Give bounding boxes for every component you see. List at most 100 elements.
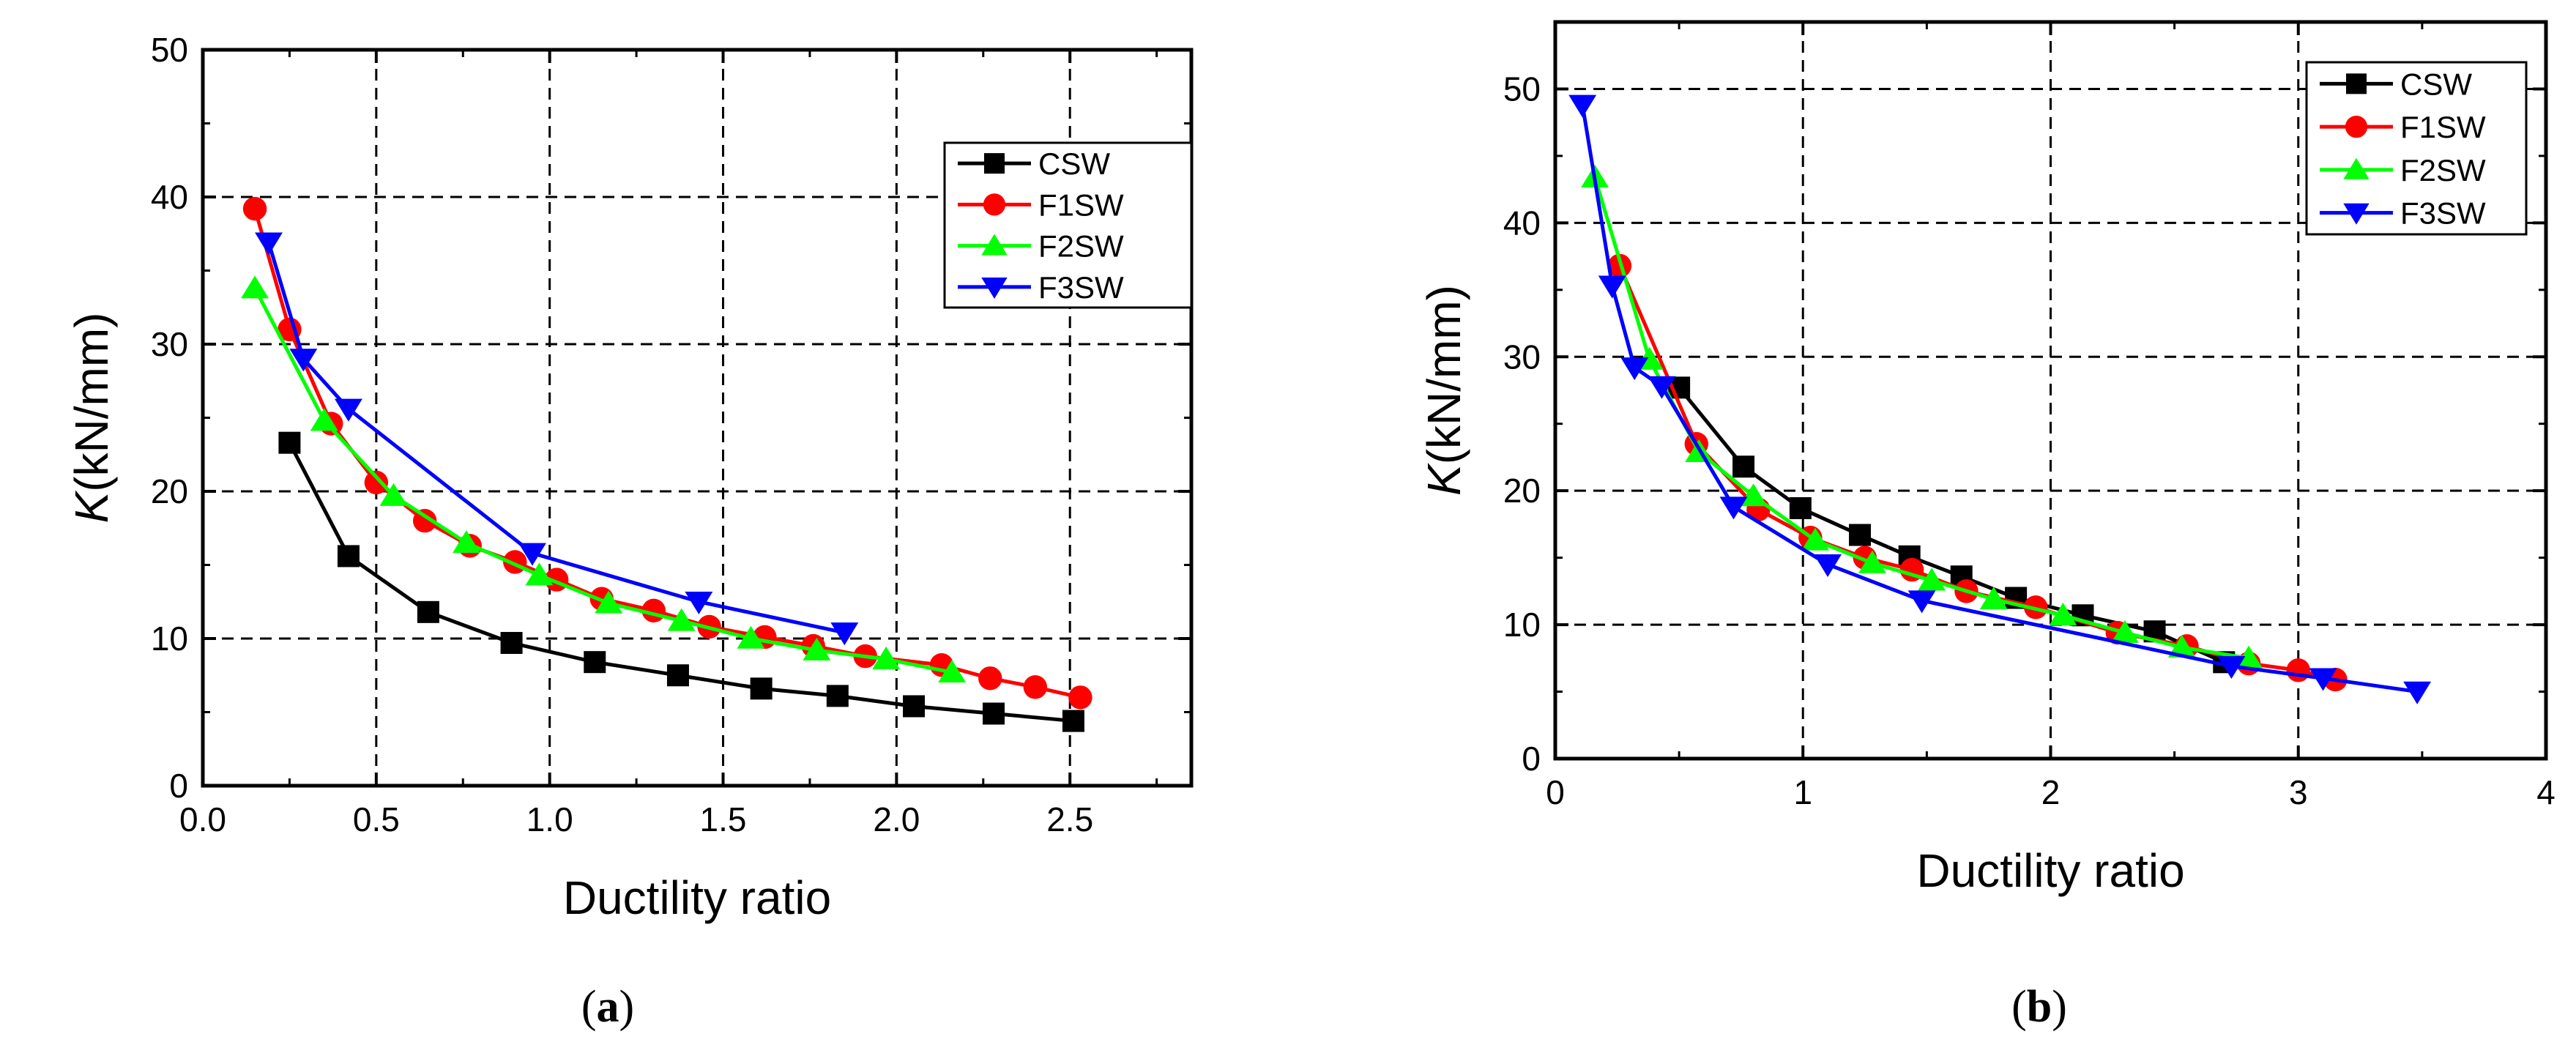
x-tick-label: 2.5 [1046, 800, 1093, 838]
data-point-F1SW [1023, 675, 1048, 699]
data-point-F2SW [595, 590, 623, 614]
legend: CSW F1SW F2SW F3SW [2305, 61, 2528, 236]
data-point-CSW [983, 702, 1005, 725]
data-point-F3SW [334, 398, 362, 422]
data-point-CSW [278, 431, 301, 454]
ticks: 0.0 0.5 1.0 1.5 2.0 2.5 0 10 20 30 40 50 [151, 31, 1191, 838]
x-tick-label: 1 [1793, 773, 1812, 811]
data-point-F2SW [872, 646, 901, 669]
legend-marker-F2SW [2343, 157, 2370, 179]
data-point-F2SW [938, 659, 967, 683]
data-point-CSW [750, 677, 773, 700]
y-tick-label: 20 [1503, 472, 1541, 510]
y-axis-title-unit: (kN/mm) [1418, 285, 1470, 464]
data-point-CSW [826, 685, 849, 707]
data-point-F1SW [978, 666, 1002, 691]
y-axis-title: K(kN/mm) [65, 313, 118, 524]
data-point-F2SW [241, 275, 269, 299]
x-tick-label: 2.0 [873, 800, 920, 838]
x-tick-label: 2 [2041, 773, 2061, 811]
data-point-CSW [1849, 524, 1872, 546]
panel-caption: (a) [581, 982, 634, 1032]
data-point-F2SW [525, 562, 554, 586]
caption-close: ) [2052, 982, 2067, 1032]
x-axis-title: Ductility ratio [563, 871, 831, 924]
data-point-F3SW [2403, 681, 2432, 704]
data-point-F2SW [1918, 567, 1946, 591]
data-point-F2SW [2235, 645, 2263, 669]
data-point-F2SW [667, 608, 696, 631]
data-point-F2SW [803, 637, 831, 660]
data-point-F1SW [1068, 685, 1092, 710]
caption-close: ) [619, 982, 635, 1032]
legend-box [2305, 61, 2528, 236]
data-point-F3SW [518, 543, 546, 566]
data-point-CSW [337, 545, 360, 567]
data-point-F2SW [2167, 634, 2196, 658]
legend-marker-F3SW [981, 277, 1008, 299]
data-point-F3SW [830, 622, 859, 646]
data-point-F2SW [379, 483, 408, 506]
data-point-F3SW [1620, 357, 1649, 381]
data-point-CSW [417, 600, 439, 623]
y-axis-title-unit: (kN/mm) [65, 313, 118, 492]
y-tick-label: 20 [151, 472, 188, 510]
legend-label-CSW: CSW [1038, 146, 1110, 181]
x-tick-label: 0.5 [353, 800, 400, 838]
data-point-F3SW [685, 591, 713, 614]
data-point-CSW [1062, 710, 1084, 732]
data-point-F3SW [1719, 496, 1748, 520]
legend-label-F1SW: F1SW [1038, 187, 1124, 222]
data-point-F3SW [1648, 376, 1676, 399]
legend-label-CSW: CSW [2400, 67, 2472, 101]
caption-open: ( [2011, 982, 2027, 1032]
data-point-CSW [666, 664, 689, 687]
data-point-F1SW [412, 509, 437, 533]
data-point-CSW [903, 695, 926, 718]
data-point-F2SW [310, 408, 338, 431]
x-tick-label: 1.0 [526, 800, 573, 838]
series-group [241, 196, 1092, 732]
y-tick-label: 0 [1522, 740, 1541, 778]
legend-marker-F2SW [981, 234, 1008, 256]
caption-letter: a [597, 982, 619, 1032]
y-tick-label: 50 [151, 31, 188, 69]
y-axis-title-symbol: K [1418, 462, 1470, 496]
data-point-F1SW [2286, 658, 2310, 682]
data-point-F3SW [289, 349, 318, 372]
series-line-F3SW [1580, 104, 2418, 694]
x-tick-label: 3 [2289, 773, 2308, 811]
legend-label-F2SW: F2SW [1038, 229, 1124, 264]
y-tick-label: 30 [1503, 338, 1541, 376]
caption-open: ( [581, 982, 597, 1032]
series-group [1568, 94, 2432, 704]
legend-label-F2SW: F2SW [2400, 153, 2486, 187]
data-point-F3SW [2217, 655, 2246, 680]
data-point-F3SW [1568, 94, 1597, 118]
y-tick-label: 10 [1503, 606, 1541, 644]
legend-marker-F3SW [2343, 203, 2370, 225]
legend-marker-CSW [984, 153, 1005, 174]
data-point-F3SW [1907, 590, 1936, 614]
data-point-F2SW [453, 530, 480, 554]
legend-marker-F1SW [983, 193, 1006, 216]
data-point-F2SW [1739, 483, 1768, 507]
data-point-F1SW [242, 196, 267, 221]
data-point-CSW [1789, 496, 1812, 519]
data-point-F2SW [2111, 619, 2139, 643]
legend: CSW F1SW F2SW F3SW [943, 141, 1193, 309]
data-point-CSW [584, 651, 606, 674]
x-tick-label: 1.5 [700, 800, 747, 838]
y-tick-label: 50 [1503, 70, 1541, 108]
y-axis-title: K(kN/mm) [1418, 285, 1470, 496]
x-tick-label: 0 [1546, 773, 1565, 811]
series-line-F2SW [253, 287, 953, 674]
data-point-F2SW [1858, 550, 1886, 573]
data-point-F3SW [255, 232, 283, 256]
legend-marker-CSW [2346, 73, 2367, 94]
legend-marker-F1SW [2345, 116, 2368, 138]
y-tick-label: 0 [169, 767, 188, 805]
